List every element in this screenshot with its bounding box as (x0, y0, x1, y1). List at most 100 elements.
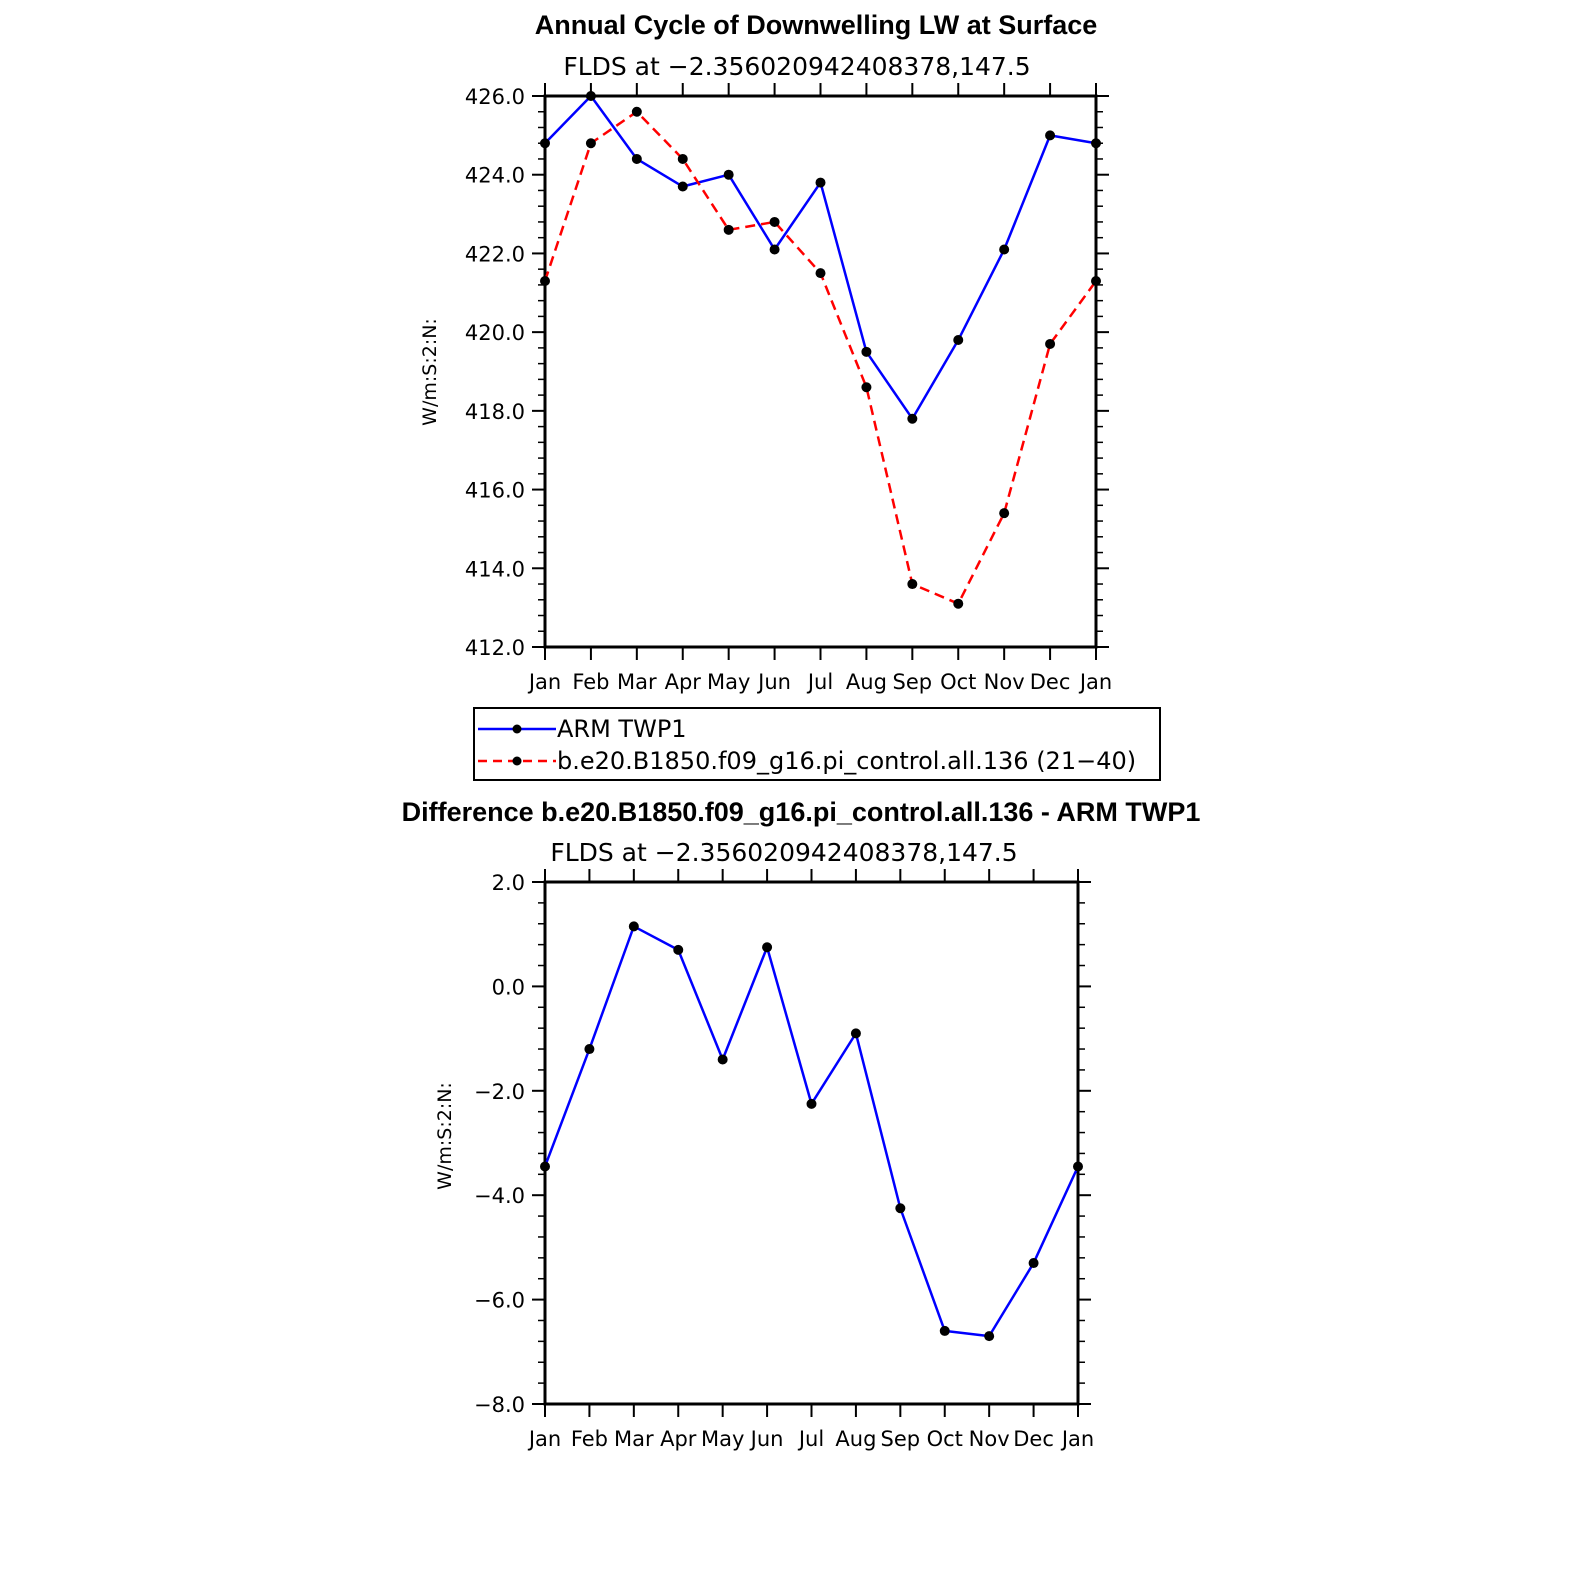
data-point (540, 275, 550, 286)
data-point (1045, 130, 1056, 141)
y-tick-label: −2.0 (474, 1080, 525, 1104)
x-tick-label: Jun (756, 670, 791, 694)
data-point (769, 216, 780, 227)
chart-title: Difference b.e20.B1850.f09_g16.pi_contro… (402, 797, 1201, 827)
data-point (631, 106, 642, 117)
data-point (895, 1203, 906, 1214)
data-point (585, 91, 596, 101)
legend-entry-arm-twp1: ARM TWP1 (478, 715, 687, 743)
data-point (717, 1054, 728, 1065)
data-point (861, 382, 872, 393)
data-point (907, 579, 918, 590)
x-tick-label: May (701, 1427, 744, 1451)
data-point (907, 413, 918, 424)
x-tick-label: Jan (527, 1427, 561, 1451)
y-tick-label: 414.0 (465, 557, 525, 581)
x-tick-label: Feb (571, 1427, 608, 1451)
data-point (1091, 138, 1101, 149)
data-point (806, 1098, 817, 1109)
plot-area: Jan Feb Mar Apr May Jun Jul Aug Sep Oct Nov Dec Jan−… (474, 869, 1094, 1451)
data-point (628, 921, 639, 932)
x-tick-label: Jul (806, 670, 833, 694)
chart-subtitle: FLDS at −2.356020942408378,147.5 (563, 52, 1030, 81)
data-point (540, 138, 550, 149)
x-tick-label: Dec (1030, 670, 1071, 694)
y-tick-label: −8.0 (474, 1393, 525, 1417)
data-point (769, 244, 780, 255)
y-tick-label: 422.0 (465, 242, 525, 266)
data-point (1073, 1161, 1083, 1172)
x-tick-label: Oct (940, 670, 976, 694)
x-tick-label: Nov (984, 670, 1025, 694)
data-point (540, 1161, 550, 1172)
data-point (631, 153, 642, 164)
data-point (677, 181, 688, 192)
x-tick-label: Jan (1060, 1427, 1094, 1451)
x-tick-label: Jan (1078, 670, 1112, 694)
x-tick-label: Jul (797, 1427, 824, 1451)
x-tick-label: Aug (835, 1427, 876, 1451)
legend: ARM TWP1 b.e20.B1850.f09_g16.pi_control.… (473, 707, 1161, 781)
chart-subtitle: FLDS at −2.356020942408378,147.5 (550, 838, 1017, 867)
y-tick-label: 412.0 (465, 636, 525, 660)
x-tick-label: Oct (927, 1427, 963, 1451)
series-line-0 (543, 925, 1080, 1338)
data-point (999, 508, 1010, 519)
legend-label: ARM TWP1 (557, 715, 687, 743)
data-point (1028, 1258, 1039, 1269)
data-point (584, 1044, 595, 1055)
data-point (953, 335, 964, 346)
legend-entry-model: b.e20.B1850.f09_g16.pi_control.all.136 (… (478, 747, 1136, 775)
x-tick-label: Mar (617, 670, 657, 694)
y-axis-label: W/m:S:2:N: (419, 318, 441, 426)
y-tick-label: 0.0 (492, 975, 525, 999)
y-tick-label: 2.0 (492, 871, 525, 895)
y-axis-label: W/m:S:2:N: (434, 1082, 456, 1190)
legend-marker (512, 756, 522, 766)
legend-box (473, 707, 1161, 781)
data-point (723, 224, 734, 235)
x-tick-label: Feb (572, 670, 609, 694)
data-point (1091, 275, 1101, 286)
series-line-0 (544, 94, 1097, 420)
y-tick-label: −6.0 (474, 1289, 525, 1313)
x-tick-label: Mar (614, 1427, 654, 1451)
x-tick-label: May (707, 670, 750, 694)
x-tick-label: Aug (846, 670, 887, 694)
data-point (815, 268, 826, 279)
plot-area: Jan Feb Mar Apr May Jun Jul Aug Sep Oct Nov Dec Jan4… (465, 83, 1112, 694)
data-point (677, 153, 688, 164)
x-tick-label: Dec (1013, 1427, 1054, 1451)
data-point (723, 169, 734, 180)
data-point (861, 346, 872, 357)
data-point (939, 1325, 950, 1336)
data-point (1045, 338, 1056, 349)
y-tick-label: 420.0 (465, 321, 525, 345)
data-point (984, 1331, 995, 1342)
data-point (953, 598, 964, 609)
y-tick-label: −4.0 (474, 1184, 525, 1208)
data-point (815, 177, 826, 188)
x-tick-label: Nov (969, 1427, 1010, 1451)
x-tick-label: Sep (893, 670, 933, 694)
y-tick-label: 416.0 (465, 479, 525, 503)
x-tick-label: Apr (660, 1427, 697, 1451)
plot-frame (543, 880, 1080, 1406)
y-tick-label: 418.0 (465, 400, 525, 424)
data-point (585, 138, 596, 149)
y-tick-label: 426.0 (465, 85, 525, 109)
data-point (762, 942, 773, 953)
data-point (850, 1028, 861, 1039)
x-tick-label: Jan (527, 670, 561, 694)
data-point (673, 944, 684, 955)
x-tick-label: Apr (665, 670, 702, 694)
chart-title: Annual Cycle of Downwelling LW at Surfac… (535, 10, 1098, 40)
y-tick-label: 424.0 (465, 164, 525, 188)
x-tick-label: Jun (749, 1427, 784, 1451)
legend-marker (512, 724, 522, 734)
data-point (999, 244, 1010, 255)
annual-cycle-chart: Annual Cycle of Downwelling LW at Surfac… (419, 10, 1112, 694)
x-tick-label: Sep (881, 1427, 921, 1451)
legend-label: b.e20.B1850.f09_g16.pi_control.all.136 (… (557, 747, 1136, 775)
